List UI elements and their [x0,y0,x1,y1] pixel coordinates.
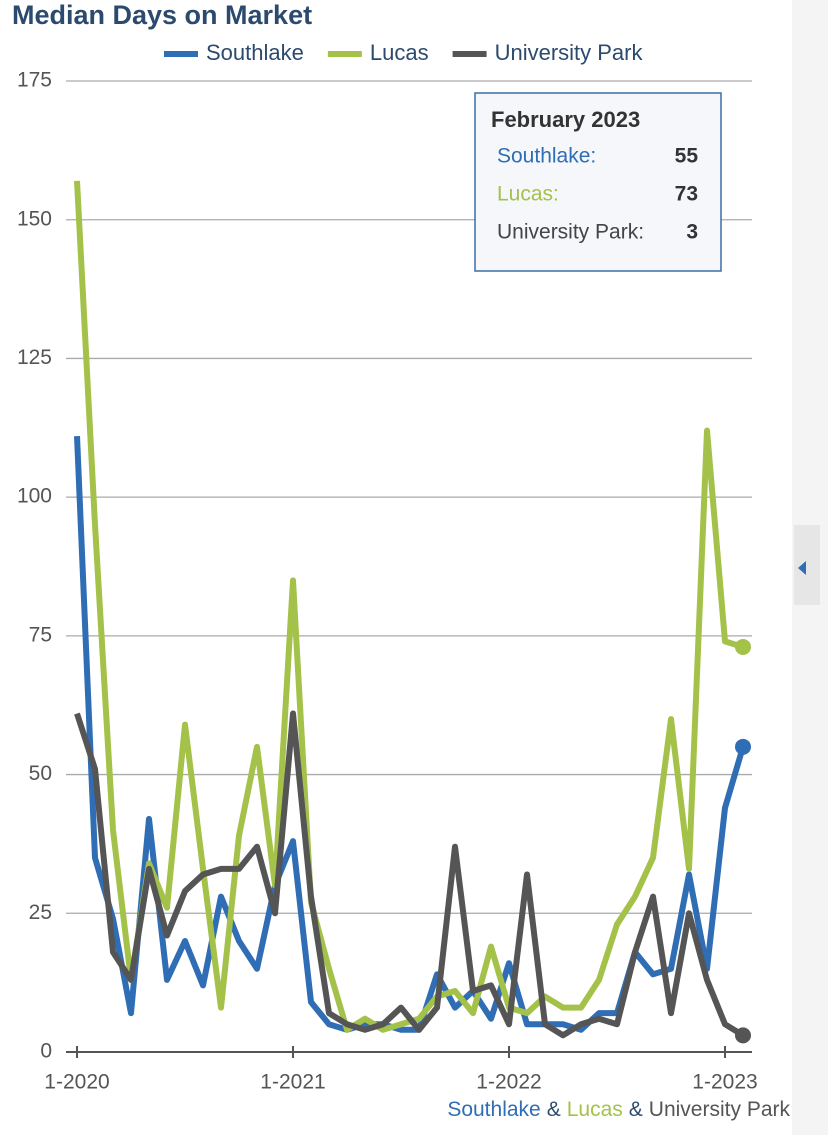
legend: Southlake Lucas University Park [164,40,643,65]
tooltip: February 2023 Southlake: 55 Lucas: 73 Univer… [474,92,722,272]
tooltip-box [474,92,722,272]
y-tick-label: 0 [40,1040,52,1063]
end-point [735,1027,751,1044]
lines [74,180,751,1044]
chart-title: Median Days on Market [12,0,312,30]
tooltip-label: Lucas: [497,183,559,206]
y-tick-label: 175 [17,69,52,92]
footer-name: Southlake [447,1098,540,1121]
y-tick-label: 100 [17,485,52,508]
series-line [74,435,746,1033]
footer: Southlake & Lucas & University Park [447,1098,790,1121]
end-point [735,638,751,655]
series-line [74,710,745,1039]
end-point [735,738,751,755]
y-tick-label: 25 [29,901,52,924]
tooltip-title: February 2023 [491,107,640,132]
tooltip-label: Southlake: [497,145,596,168]
y-tick-label: 75 [29,623,52,646]
x-tick-label: 1-2023 [692,1071,757,1094]
tooltip-value: 3 [686,221,698,244]
footer-name: University Park [649,1098,791,1121]
legend-label: University Park [495,40,644,65]
x-tick-label: 1-2022 [476,1071,541,1094]
tooltip-label: University Park: [497,221,644,244]
y-tick-label: 125 [17,346,52,369]
y-tick-label: 150 [17,207,52,230]
side-tab[interactable] [794,525,820,605]
footer-name: Lucas [567,1098,623,1121]
x-tick-label: 1-2020 [44,1071,109,1094]
tooltip-value: 55 [675,145,699,168]
side-tab-arrow [798,561,806,575]
tooltip-value: 73 [675,183,698,206]
footer-separator: & [629,1098,643,1121]
footer-separator: & [547,1098,561,1121]
y-tick-label: 50 [29,762,52,785]
series-line [74,180,744,1033]
legend-label: Lucas [370,40,429,65]
grid: 0 25 50 75 100 125 150 175 1-2020 1-2021 1-2022 1-2… [17,69,758,1094]
x-tick-label: 1-2021 [260,1071,325,1094]
legend-label: Southlake [206,40,304,65]
